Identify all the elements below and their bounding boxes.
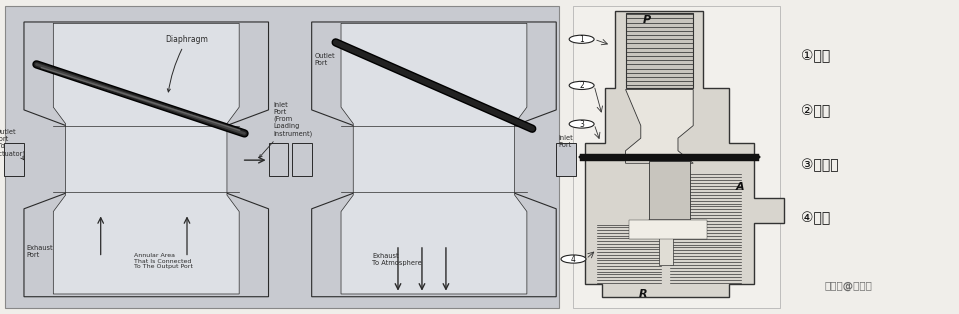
Polygon shape xyxy=(629,220,707,239)
Circle shape xyxy=(570,120,595,128)
Text: P: P xyxy=(643,15,651,25)
Text: Outlet
Port: Outlet Port xyxy=(315,53,336,66)
Polygon shape xyxy=(625,89,693,163)
Bar xyxy=(556,143,575,176)
Text: 4: 4 xyxy=(571,255,576,263)
Text: Inlet
Port
(From
Loading
Instrument): Inlet Port (From Loading Instrument) xyxy=(260,102,313,157)
Text: ②膜片: ②膜片 xyxy=(801,105,830,118)
Bar xyxy=(5,6,559,308)
Polygon shape xyxy=(341,23,526,294)
Text: R: R xyxy=(640,289,647,299)
Polygon shape xyxy=(24,22,269,297)
Circle shape xyxy=(570,81,595,89)
Polygon shape xyxy=(585,11,784,297)
Bar xyxy=(5,143,24,176)
Circle shape xyxy=(561,255,586,263)
Circle shape xyxy=(570,35,595,43)
Circle shape xyxy=(750,155,760,159)
Text: Annular Area
That Is Connected
To The Output Port: Annular Area That Is Connected To The Ou… xyxy=(134,253,193,269)
Text: Exhaust
Port: Exhaust Port xyxy=(27,245,54,258)
Text: ①阀盖: ①阀盖 xyxy=(801,50,830,63)
Polygon shape xyxy=(54,23,239,294)
Bar xyxy=(269,143,288,176)
Text: Outlet
Port
(To
Actuator): Outlet Port (To Actuator) xyxy=(0,129,26,160)
Text: 2: 2 xyxy=(579,81,584,90)
Bar xyxy=(660,223,673,265)
Text: Inlet
Port: Inlet Port xyxy=(558,135,573,148)
Text: ④阀體: ④阀體 xyxy=(801,211,830,225)
Circle shape xyxy=(579,155,589,159)
Text: Diaphragm: Diaphragm xyxy=(166,35,208,92)
Polygon shape xyxy=(312,22,556,297)
Bar xyxy=(292,143,312,176)
Text: Exhaust
To Atmosphere: Exhaust To Atmosphere xyxy=(372,253,422,266)
Bar xyxy=(649,161,690,220)
Bar xyxy=(629,220,707,239)
Bar xyxy=(625,13,693,88)
Bar xyxy=(573,6,780,308)
Text: 搜狐号@仪表圈: 搜狐号@仪表圈 xyxy=(825,281,873,291)
Text: 1: 1 xyxy=(579,35,584,44)
Text: 3: 3 xyxy=(579,120,584,128)
Bar xyxy=(580,154,759,161)
Text: A: A xyxy=(737,182,744,192)
Text: ③防漏圈: ③防漏圈 xyxy=(801,158,838,172)
